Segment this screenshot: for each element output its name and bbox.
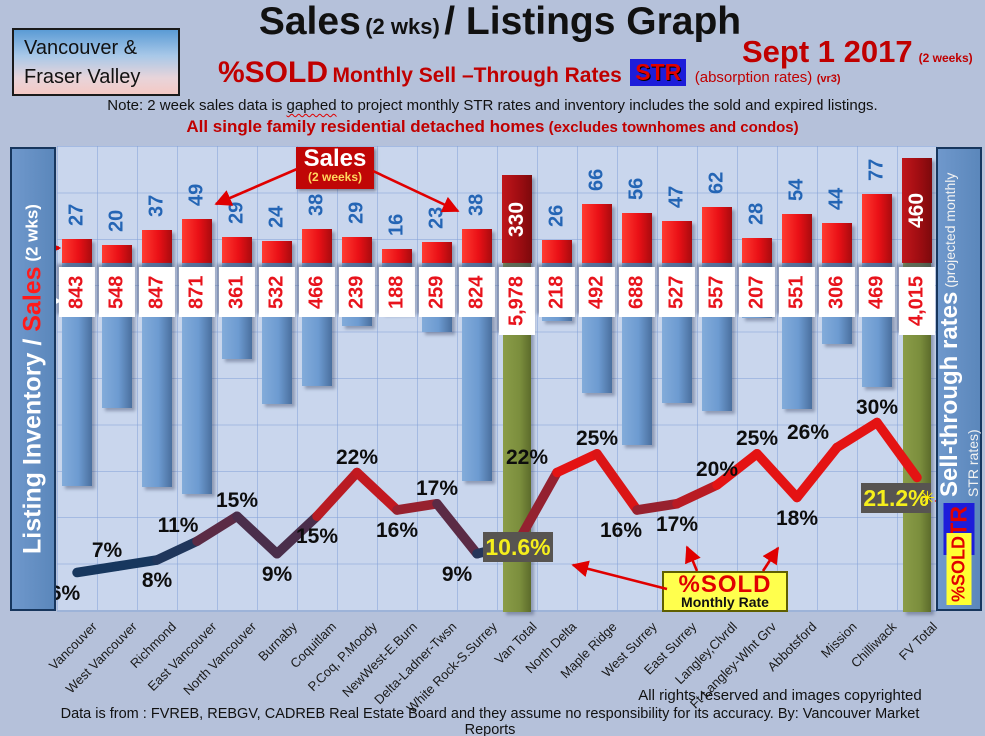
x-axis-label: East Vancouver — [144, 619, 220, 694]
x-axis-label: Mission — [817, 619, 860, 661]
x-axis-label: Delta-Ladner-Twsn — [371, 619, 460, 708]
star-icon: ✳ — [920, 488, 936, 508]
subtitle-version: (vr3) — [816, 73, 841, 85]
right-axis-panel: Sell-through rates (projected monthly ST… — [936, 147, 982, 611]
report-date: Sept 1 2017 (2 weeks) — [742, 34, 973, 69]
note-line: Note: 2 week sales data is gaphed to pro… — [107, 97, 878, 114]
page-title: Sales (2 wks) / Listings Graph — [225, 0, 775, 44]
x-axis-label: West Surrey — [598, 619, 660, 681]
source-text: Data is from : FVREB, REBGV, CADREB Real… — [60, 706, 920, 736]
x-axis-label: East Surrey — [640, 619, 700, 678]
x-axis-label: Maple Ridge — [557, 619, 620, 682]
left-axis-panel: Listing Inventory / Sales (2 wks) — [10, 147, 56, 611]
title-rest: / Listings Graph — [444, 0, 742, 43]
x-axis-label: Vancouver — [45, 619, 100, 673]
x-axis-label: P.Coq, P.Moody — [304, 619, 380, 695]
x-axis-label: Van Total — [491, 619, 540, 668]
x-axis-label: West Vancouver — [62, 619, 140, 697]
sales-callout: Sales (2 weeks) — [296, 147, 374, 189]
x-axis-label: NewWest-E.Burn — [338, 619, 420, 700]
van-total-rate-box: 10.6% — [483, 532, 553, 562]
title-sales: Sales — [258, 0, 361, 43]
rights-text: All rights reserved and images copyright… — [638, 687, 922, 704]
region-line1: Vancouver & — [24, 37, 138, 59]
x-axis-label: Coquitlam — [287, 619, 340, 671]
left-axis-title: Listing Inventory / Sales (2 wks) — [18, 204, 47, 554]
sold-rate-callout: %SOLD Monthly Rate — [662, 571, 788, 612]
x-axis-label: Richmond — [127, 619, 180, 671]
str-badge: STR — [630, 59, 687, 86]
x-axis-label: North Vancouver — [180, 619, 260, 698]
x-axis-label: White Rock-S.Surrey — [403, 619, 500, 716]
subtitle-absorption: (absorption rates) — [694, 69, 813, 86]
sold-side-badge: %SOLD — [946, 532, 972, 605]
region-title-box: Vancouver & Fraser Valley — [12, 28, 180, 96]
subtitle-rates: Monthly Sell –Through Rates — [332, 64, 622, 87]
x-axis-label: North Delta — [522, 619, 580, 677]
x-axis-label: FV Total — [895, 619, 940, 664]
right-axis-title: Sell-through rates (projected monthly ST… — [936, 172, 981, 497]
x-axis-label: Chilliwack — [848, 619, 900, 671]
x-axis-label: Burnaby — [254, 619, 300, 664]
x-axis-label: Langley,Clvrdl — [671, 619, 740, 688]
subtitle-sold: %SOLD — [218, 56, 329, 89]
subtitle: %SOLD Monthly Sell –Through Rates STR (a… — [218, 56, 841, 90]
title-wks: (2 wks) — [365, 14, 440, 39]
region-line2: Fraser Valley — [24, 66, 141, 88]
scope-line: All single family residential detached h… — [186, 117, 799, 136]
x-axis-label: Abbotsford — [764, 619, 820, 675]
